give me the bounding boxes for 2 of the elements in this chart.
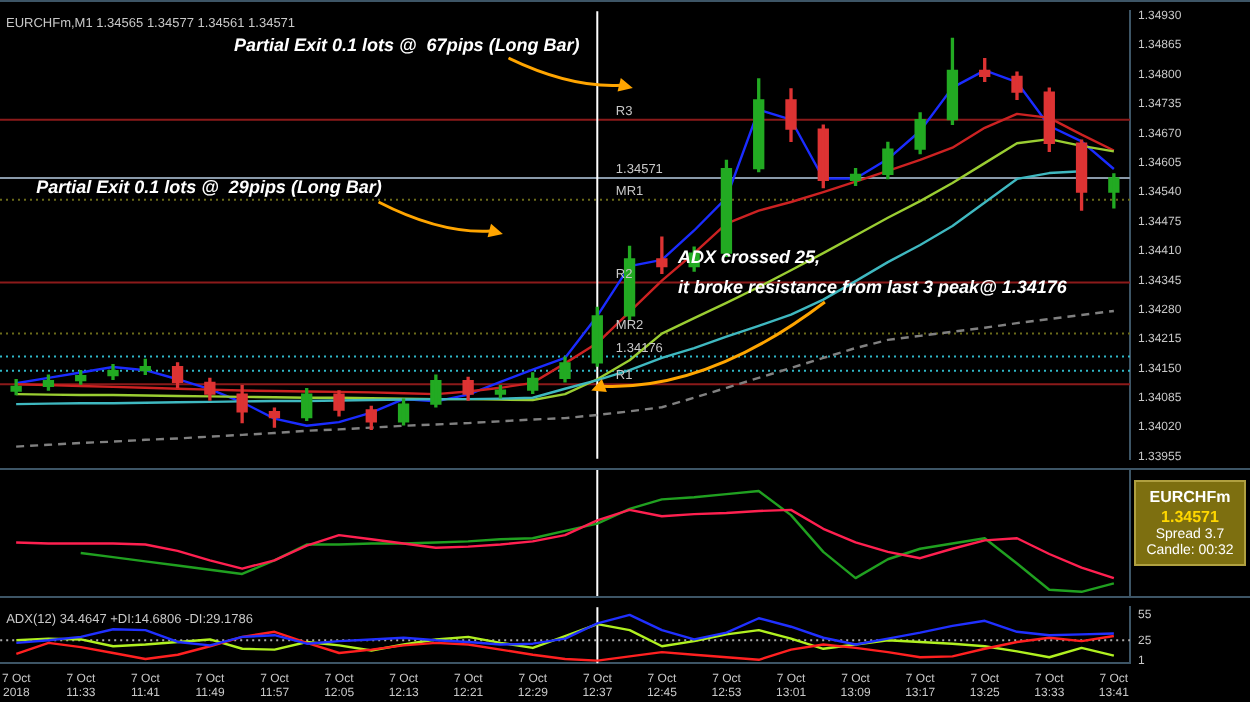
annotation: Partial Exit 0.1 lots @ 29pips (Long Bar) — [36, 176, 382, 197]
annotation: Partial Exit 0.1 lots @ 67pips (Long Bar) — [233, 34, 580, 55]
